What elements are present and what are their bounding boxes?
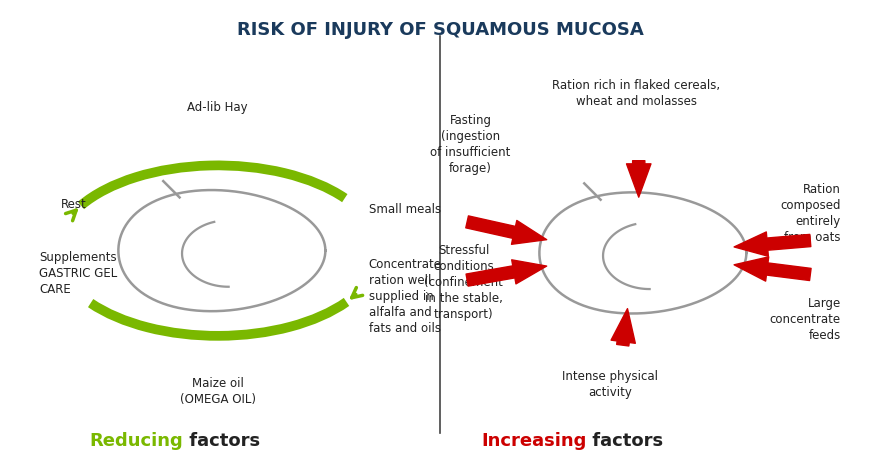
Text: Increasing: Increasing <box>481 432 586 450</box>
Text: factors: factors <box>183 432 260 450</box>
Text: Small meals: Small meals <box>369 203 441 216</box>
Text: factors: factors <box>586 432 664 450</box>
Text: Stressful
conditions
(confinement
in the stable,
transport): Stressful conditions (confinement in the… <box>424 244 503 321</box>
Text: Reducing: Reducing <box>89 432 183 450</box>
Text: Ration
composed
entirely
from oats: Ration composed entirely from oats <box>781 183 841 244</box>
Text: Supplements
GASTRIC GEL
CARE: Supplements GASTRIC GEL CARE <box>39 251 117 296</box>
Text: RISK OF INJURY OF SQUAMOUS MUCOSA: RISK OF INJURY OF SQUAMOUS MUCOSA <box>237 21 643 38</box>
Text: Ration rich in flaked cereals,
wheat and molasses: Ration rich in flaked cereals, wheat and… <box>552 80 720 108</box>
Text: Rest: Rest <box>61 198 86 211</box>
Text: Concentrate
ration well
supplied in
alfalfa and
fats and oils: Concentrate ration well supplied in alfa… <box>369 258 442 335</box>
Text: Fasting
(ingestion
of insufficient
forage): Fasting (ingestion of insufficient forag… <box>430 114 510 175</box>
Text: Maize oil
(OMEGA OIL): Maize oil (OMEGA OIL) <box>180 377 256 406</box>
Text: Intense physical
activity: Intense physical activity <box>562 370 658 399</box>
Text: Large
concentrate
feeds: Large concentrate feeds <box>770 297 841 342</box>
Text: Ad-lib Hay: Ad-lib Hay <box>187 101 248 114</box>
